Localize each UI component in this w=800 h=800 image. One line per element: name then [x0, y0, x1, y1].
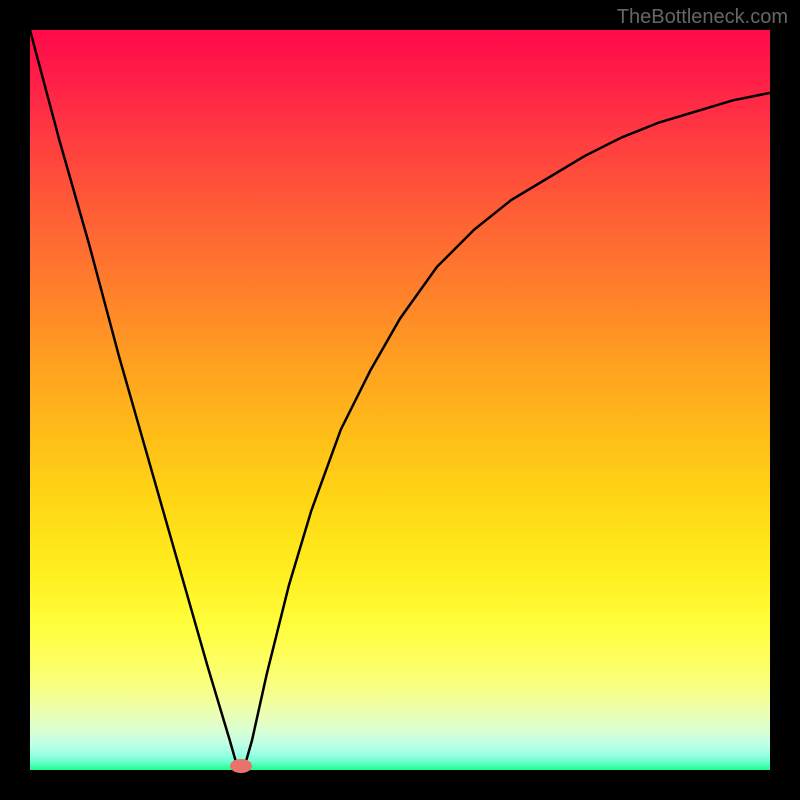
chart-minimum-marker [230, 759, 252, 773]
chart-curve [30, 30, 770, 770]
chart-plot-area [30, 30, 770, 770]
watermark-text: TheBottleneck.com [617, 6, 788, 29]
